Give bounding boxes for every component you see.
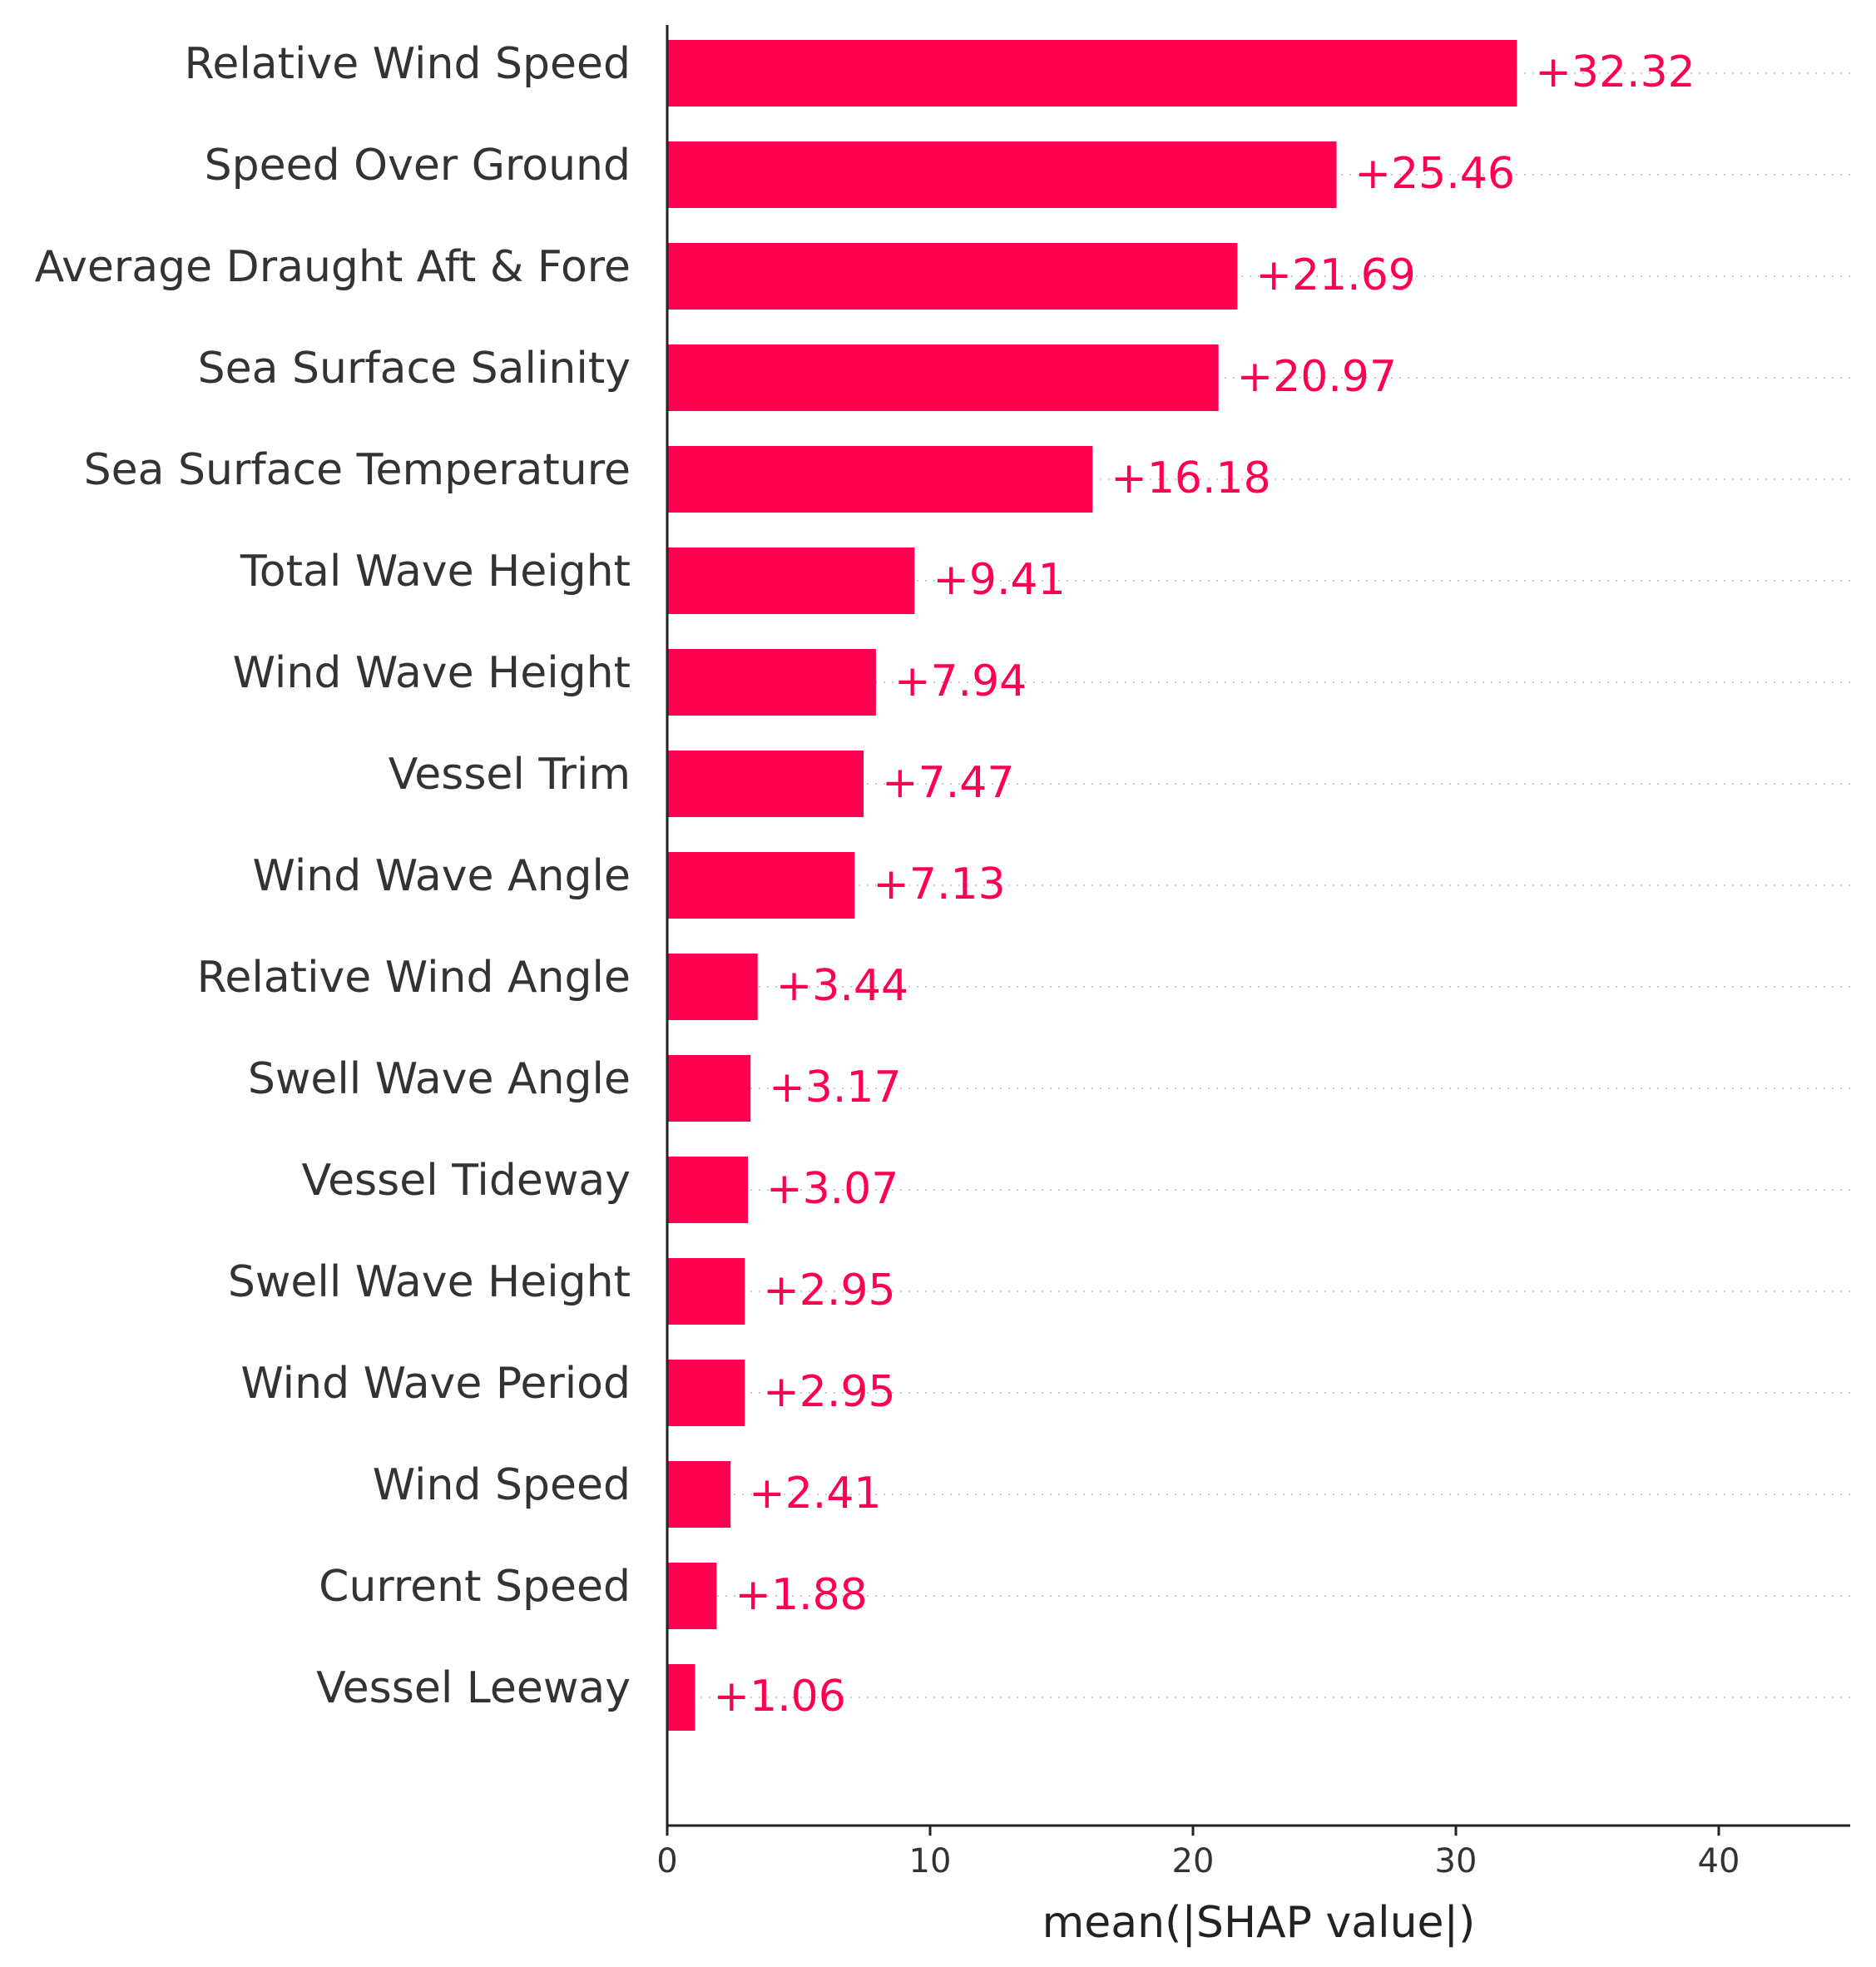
bar	[667, 1664, 695, 1731]
x-tick-label: 10	[909, 1842, 952, 1880]
bar	[667, 1258, 745, 1325]
feature-label: Sea Surface Temperature	[84, 445, 631, 495]
value-label: +32.32	[1535, 47, 1695, 97]
bar	[667, 1157, 749, 1223]
feature-label: Wind Wave Angle	[253, 851, 631, 901]
value-label: +2.95	[763, 1266, 895, 1315]
feature-label: Swell Wave Angle	[248, 1054, 631, 1104]
value-label: +3.07	[766, 1164, 898, 1214]
value-label: +7.47	[882, 758, 1014, 808]
feature-label: Relative Wind Angle	[197, 953, 631, 1003]
feature-label: Current Speed	[319, 1562, 631, 1612]
value-label: +2.41	[749, 1469, 881, 1519]
bar	[667, 446, 1093, 513]
x-tick-label: 20	[1172, 1842, 1215, 1880]
bar	[667, 852, 855, 919]
feature-label: Wind Wave Height	[233, 648, 631, 698]
value-label: +2.95	[763, 1367, 895, 1417]
value-label: +9.41	[933, 555, 1065, 605]
bar	[667, 40, 1517, 107]
feature-label: Wind Wave Period	[240, 1359, 631, 1409]
bar	[667, 1360, 745, 1426]
value-label: +25.46	[1355, 149, 1515, 199]
feature-label: Swell Wave Height	[228, 1257, 631, 1307]
bar	[667, 1461, 731, 1528]
value-label: +16.18	[1111, 453, 1270, 503]
feature-label: Average Draught Aft & Fore	[35, 242, 631, 292]
bar	[667, 1055, 751, 1122]
bar	[667, 547, 915, 614]
value-labels: +32.32 +25.46 +21.69 +20.97 +16.18 +9.41 +7.94…	[713, 47, 1695, 1722]
bar	[667, 141, 1337, 208]
x-tick-label: 0	[656, 1842, 677, 1880]
feature-label: Total Wave Height	[240, 547, 631, 597]
feature-label: Vessel Trim	[389, 750, 631, 800]
value-label: +3.17	[769, 1063, 901, 1112]
bar	[667, 344, 1219, 411]
feature-labels: Relative Wind Speed Speed Over Ground Aver…	[35, 39, 631, 1713]
x-axis-ticks: 0 10 20 30 40	[656, 1826, 1740, 1880]
bar	[667, 1563, 717, 1629]
feature-label: Sea Surface Salinity	[198, 344, 631, 394]
x-tick-label: 40	[1698, 1842, 1740, 1880]
value-label: +7.94	[894, 656, 1027, 706]
grid-lines	[667, 72, 1850, 1698]
feature-label: Vessel Leeway	[316, 1663, 631, 1713]
x-tick-label: 30	[1435, 1842, 1478, 1880]
feature-label: Speed Over Ground	[205, 141, 631, 191]
bar	[667, 751, 864, 817]
value-label: +1.06	[713, 1672, 845, 1722]
bar	[667, 954, 758, 1020]
value-label: +1.88	[735, 1570, 867, 1620]
feature-label: Wind Speed	[373, 1460, 631, 1510]
value-label: +21.69	[1255, 250, 1415, 300]
value-label: +20.97	[1237, 352, 1397, 402]
bar	[667, 243, 1238, 310]
bars	[667, 40, 1517, 1731]
x-axis-title: mean(|SHAP value|)	[1042, 1898, 1476, 1948]
feature-label: Vessel Tideway	[302, 1156, 631, 1206]
bar	[667, 649, 876, 716]
feature-label: Relative Wind Speed	[185, 39, 631, 89]
value-label: +3.44	[776, 961, 908, 1011]
value-label: +7.13	[873, 860, 1005, 909]
